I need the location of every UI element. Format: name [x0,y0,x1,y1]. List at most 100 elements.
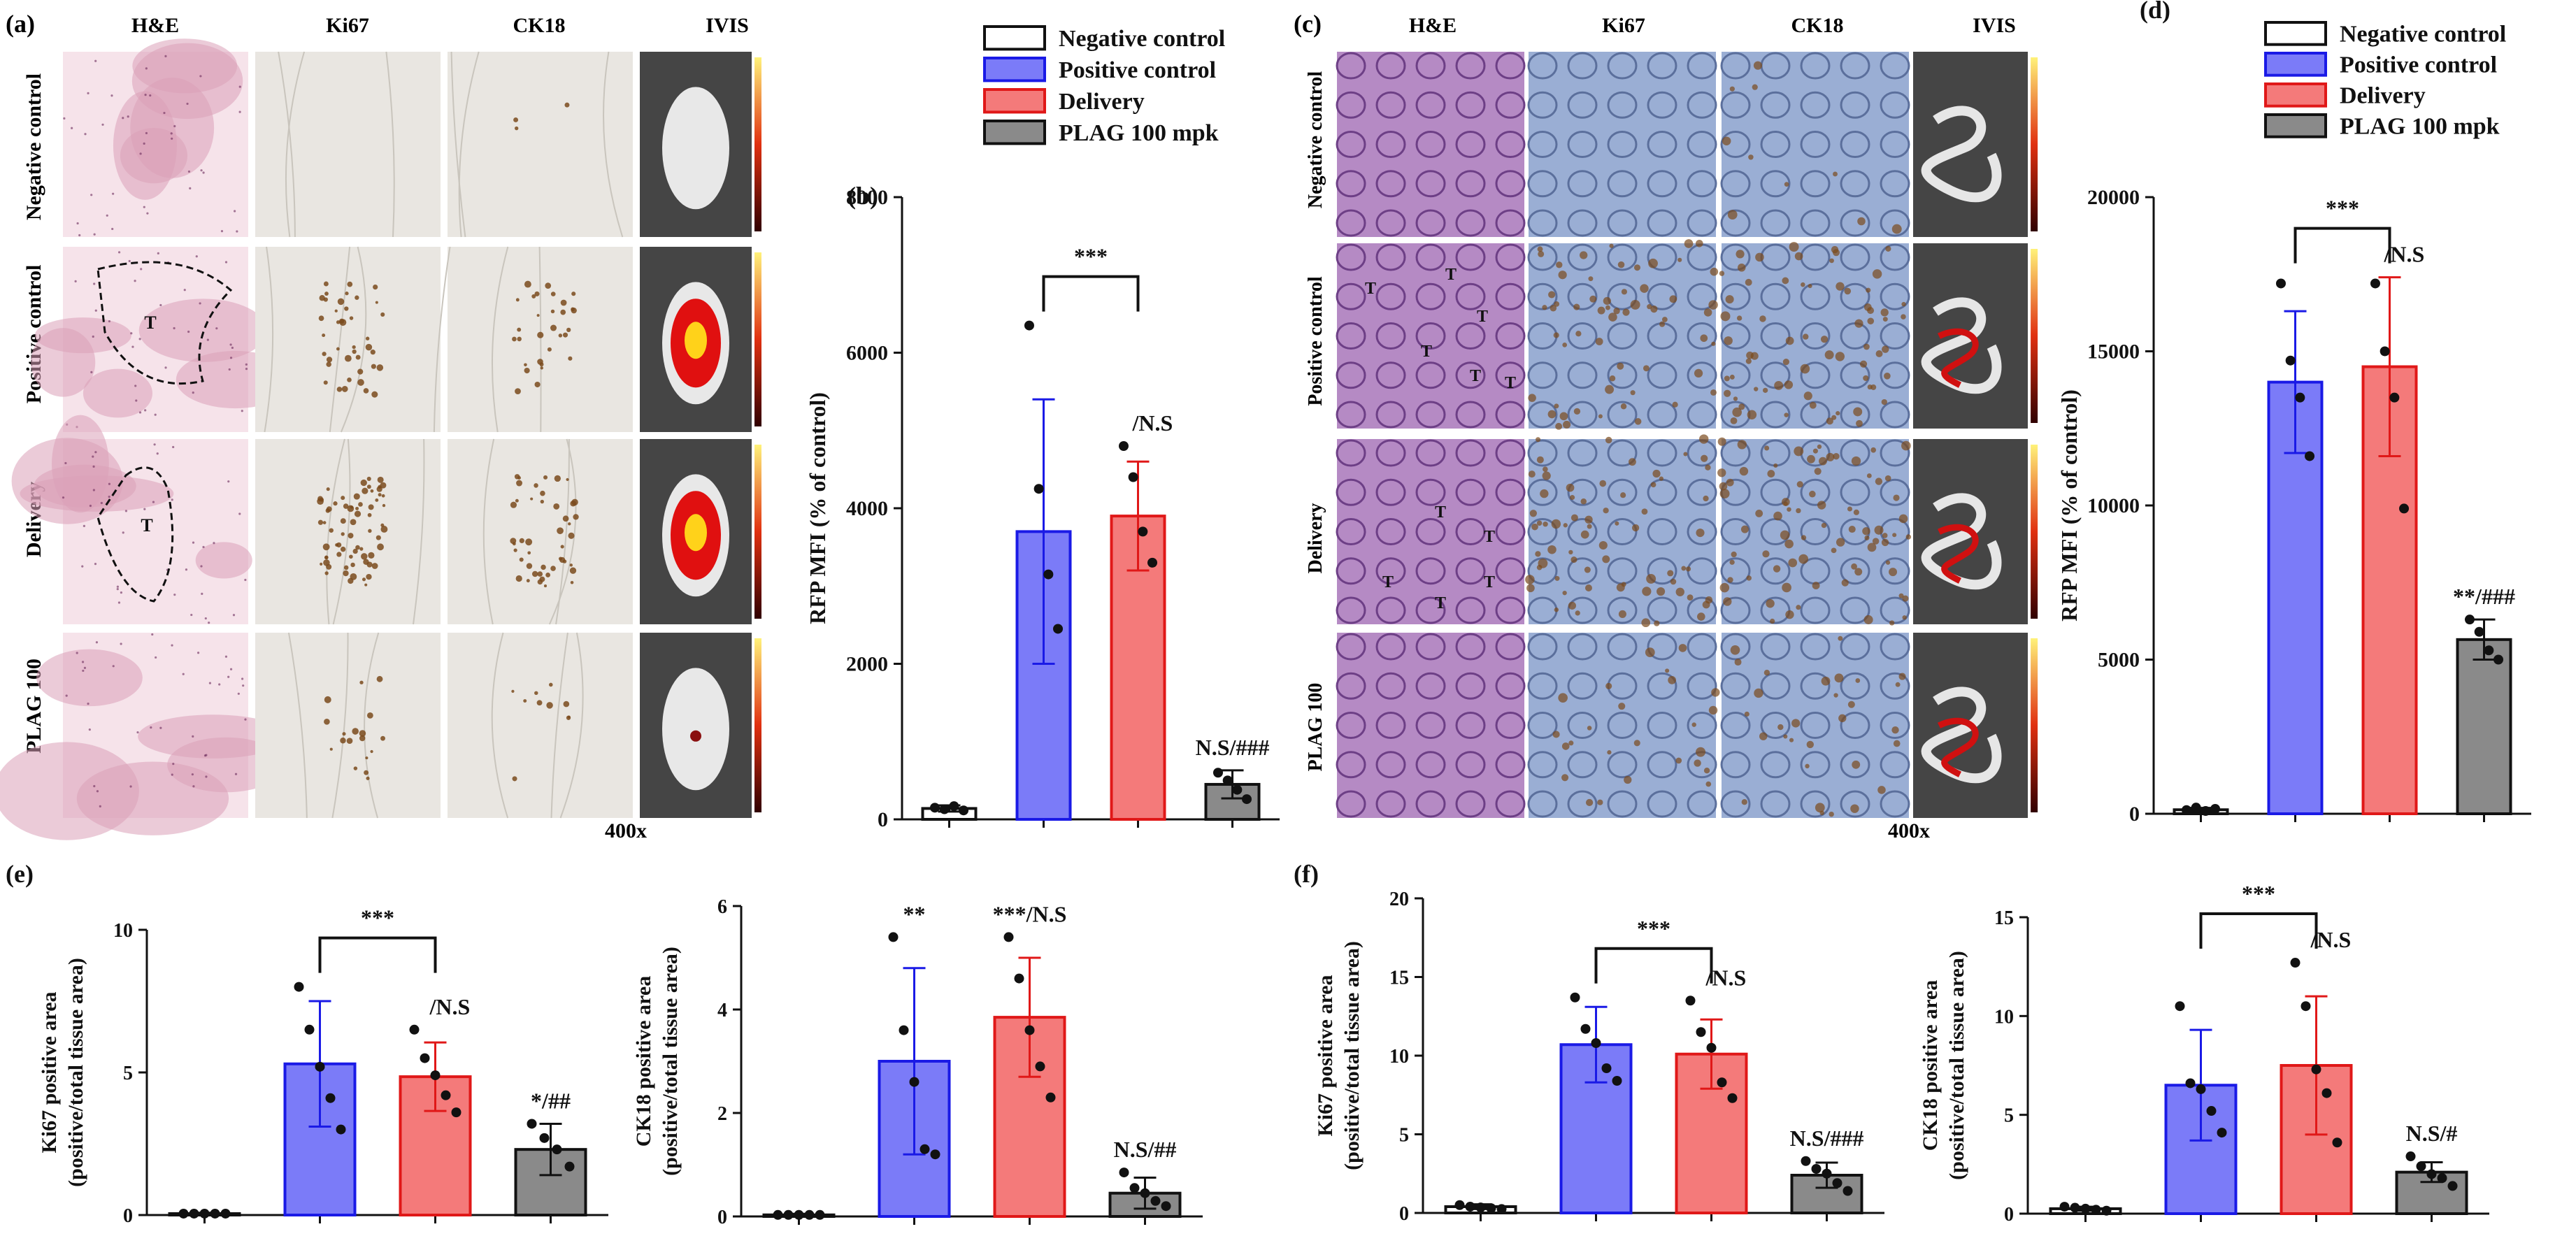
stain-dot [352,548,358,554]
stain-dot [1854,319,1863,328]
tissue-region [83,368,153,418]
signal-yellow [685,514,707,552]
gland [1607,361,1638,389]
gland [1760,131,1791,158]
stain-dot [370,749,373,754]
col-header-he-c: H&E [1409,14,1457,37]
stain-dot [1609,375,1616,382]
gland [1880,209,1910,237]
y-tick-label: 15000 [2087,340,2140,364]
nucleus-dot [244,718,247,721]
nucleus-dot [96,790,99,793]
gland [1720,596,1751,624]
stain-dot [1752,84,1758,90]
stain-dot [366,484,371,489]
ck18-micrograph [1720,633,1910,818]
tissue-region [138,299,268,362]
stain-dot [1773,463,1778,468]
stain-dot [344,306,349,311]
stain-dot [1902,615,1907,620]
stain-dot [1763,670,1770,676]
stain-dot [1630,299,1640,310]
tissue-background [1337,439,1524,624]
gland [1647,170,1677,198]
data-point [1706,1042,1717,1053]
gland [1760,282,1791,310]
data-point [2332,1137,2342,1148]
nucleus-dot [140,268,143,271]
stain-dot [1624,775,1632,784]
data-point [2210,803,2221,814]
ki67-micrograph [255,438,441,625]
nucleus-dot [116,588,119,591]
stain-dot [1719,489,1730,499]
stain-dot [1696,529,1705,538]
gland [1647,282,1677,310]
stain-dot [1573,408,1581,415]
stain-dot [543,584,548,588]
stain-dot [363,559,369,565]
panel-label: (e) [6,860,34,888]
stain-dot [1801,535,1807,540]
stain-dot [324,718,330,725]
stain-dot [1808,284,1812,289]
stain-dot [516,480,523,487]
stain-dot [1872,269,1882,279]
stain-dot [1535,551,1541,557]
stain-dot [1556,261,1563,268]
stain-dot [381,494,385,498]
data-point [1601,1063,1612,1073]
stain-dot [1694,759,1701,767]
stain-dot [322,521,327,524]
ivis-colorbar [754,445,761,619]
gland [1880,282,1910,310]
nucleus-dot [143,206,145,208]
tumor-marker: T [1382,573,1394,591]
gland [1840,91,1870,119]
tumor-marker: T [1470,367,1481,385]
nucleus-dot [232,614,236,617]
data-point [2311,1064,2321,1075]
tissue-region [36,649,143,707]
tissue-fold [364,632,380,819]
legend-swatch [983,57,1046,82]
ivis-image [1913,633,2038,818]
nucleus-dot [156,452,159,455]
data-point [2191,803,2201,813]
stain-dot [343,565,349,570]
data-point [909,1077,920,1087]
data-point [949,801,959,812]
gland [1800,209,1831,237]
stain-dot [557,527,564,535]
stain-dot [336,387,343,392]
gland [1647,672,1677,700]
stain-dot [1901,314,1906,319]
tumor-marker: T [1365,280,1376,298]
significance-label: N.S/### [1790,1126,1864,1151]
stain-dot [368,552,375,559]
y-tick-label: 6 [717,896,727,918]
gland [1607,91,1638,119]
stain-dot [350,562,355,568]
ki67-micrograph [255,246,441,433]
stain-dot [1812,448,1818,454]
gland [1336,596,1366,624]
gland [1336,322,1366,350]
gland [1527,518,1558,545]
nucleus-dot [208,682,212,684]
data-point [930,1149,940,1160]
stain-dot [1784,539,1794,549]
stain-dot [1605,305,1610,310]
gland [1495,361,1526,389]
gland [1375,401,1406,429]
gland [1415,672,1446,700]
legend-swatch [2264,113,2327,138]
stain-dot [1675,587,1684,596]
stain-dot [1882,533,1888,538]
stain-dot [359,735,366,742]
stain-dot [571,307,577,314]
nucleus-dot [173,326,176,330]
stain-dot [1669,295,1677,303]
stain-dot [1711,341,1716,346]
nucleus-dot [187,330,190,333]
